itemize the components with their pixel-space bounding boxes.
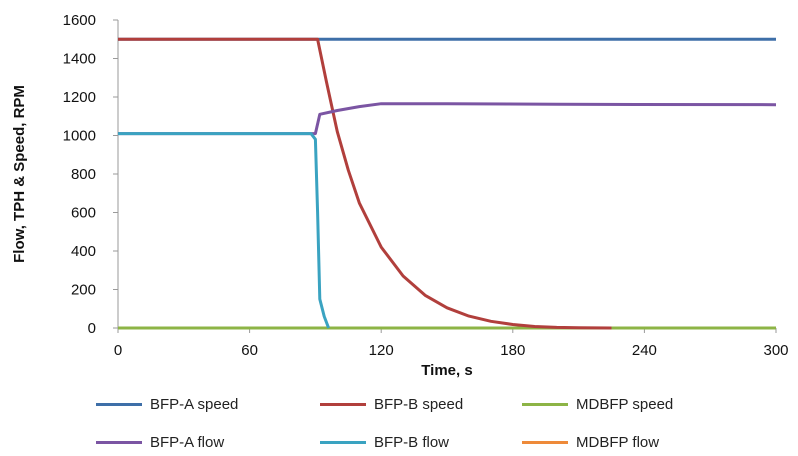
y-tick-label: 1200	[63, 89, 96, 106]
legend-label: MDBFP flow	[576, 433, 660, 451]
y-axis-ticks: 0 200 400 600 800 1000 1200 1400 1600	[63, 12, 118, 337]
legend-swatch	[320, 402, 366, 406]
legend-swatch	[320, 440, 366, 444]
legend-item: BFP-A speed	[96, 393, 238, 415]
legend-item: BFP-A flow	[96, 431, 224, 453]
x-tick-label: 300	[763, 342, 788, 359]
series-line-bfp-b-flow	[118, 132, 331, 329]
legend-label: BFP-A speed	[150, 395, 239, 413]
y-tick-label: 600	[71, 205, 96, 222]
x-tick-label: 240	[632, 342, 657, 359]
series-layer	[118, 37, 777, 330]
y-tick-label: 800	[71, 166, 96, 183]
y-tick-label: 1600	[63, 12, 96, 29]
chart-legend: BFP-A speed BFP-B speed MDBFP speed BFP-A f…	[0, 386, 798, 456]
x-axis-ticks: 0 60 120 180 240 300	[114, 328, 789, 359]
legend-label: MDBFP speed	[576, 395, 674, 413]
legend-label: BFP-A flow	[150, 433, 225, 451]
y-tick-label: 400	[71, 243, 96, 260]
legend-item: MDBFP flow	[522, 431, 659, 453]
y-axis-title: Flow, TPH & Speed, RPM	[11, 85, 28, 263]
line-chart: 0 200 400 600 800 1000 1200 1400 1600 0 60 120 180 2…	[11, 12, 789, 379]
y-tick-label: 200	[71, 282, 96, 299]
legend-swatch	[96, 440, 142, 444]
y-tick-label: 1000	[63, 128, 96, 145]
x-tick-label: 0	[114, 342, 122, 359]
x-tick-label: 60	[241, 342, 258, 359]
legend-swatch	[522, 402, 568, 406]
legend-item: BFP-B speed	[320, 393, 463, 415]
x-tick-label: 120	[369, 342, 394, 359]
legend-swatch	[522, 440, 568, 444]
legend-item: BFP-B flow	[320, 431, 449, 453]
series-line-bfp-b-speed	[118, 37, 612, 330]
y-tick-label: 0	[88, 320, 96, 337]
legend-swatch	[96, 402, 142, 406]
legend-label: BFP-B flow	[374, 433, 450, 451]
x-tick-label: 180	[500, 342, 525, 359]
series-line-bfp-a-flow	[118, 102, 777, 136]
legend-label: BFP-B speed	[374, 395, 464, 413]
x-axis-title: Time, s	[421, 362, 472, 379]
y-tick-label: 1400	[63, 51, 96, 68]
legend-item: MDBFP speed	[522, 393, 673, 415]
